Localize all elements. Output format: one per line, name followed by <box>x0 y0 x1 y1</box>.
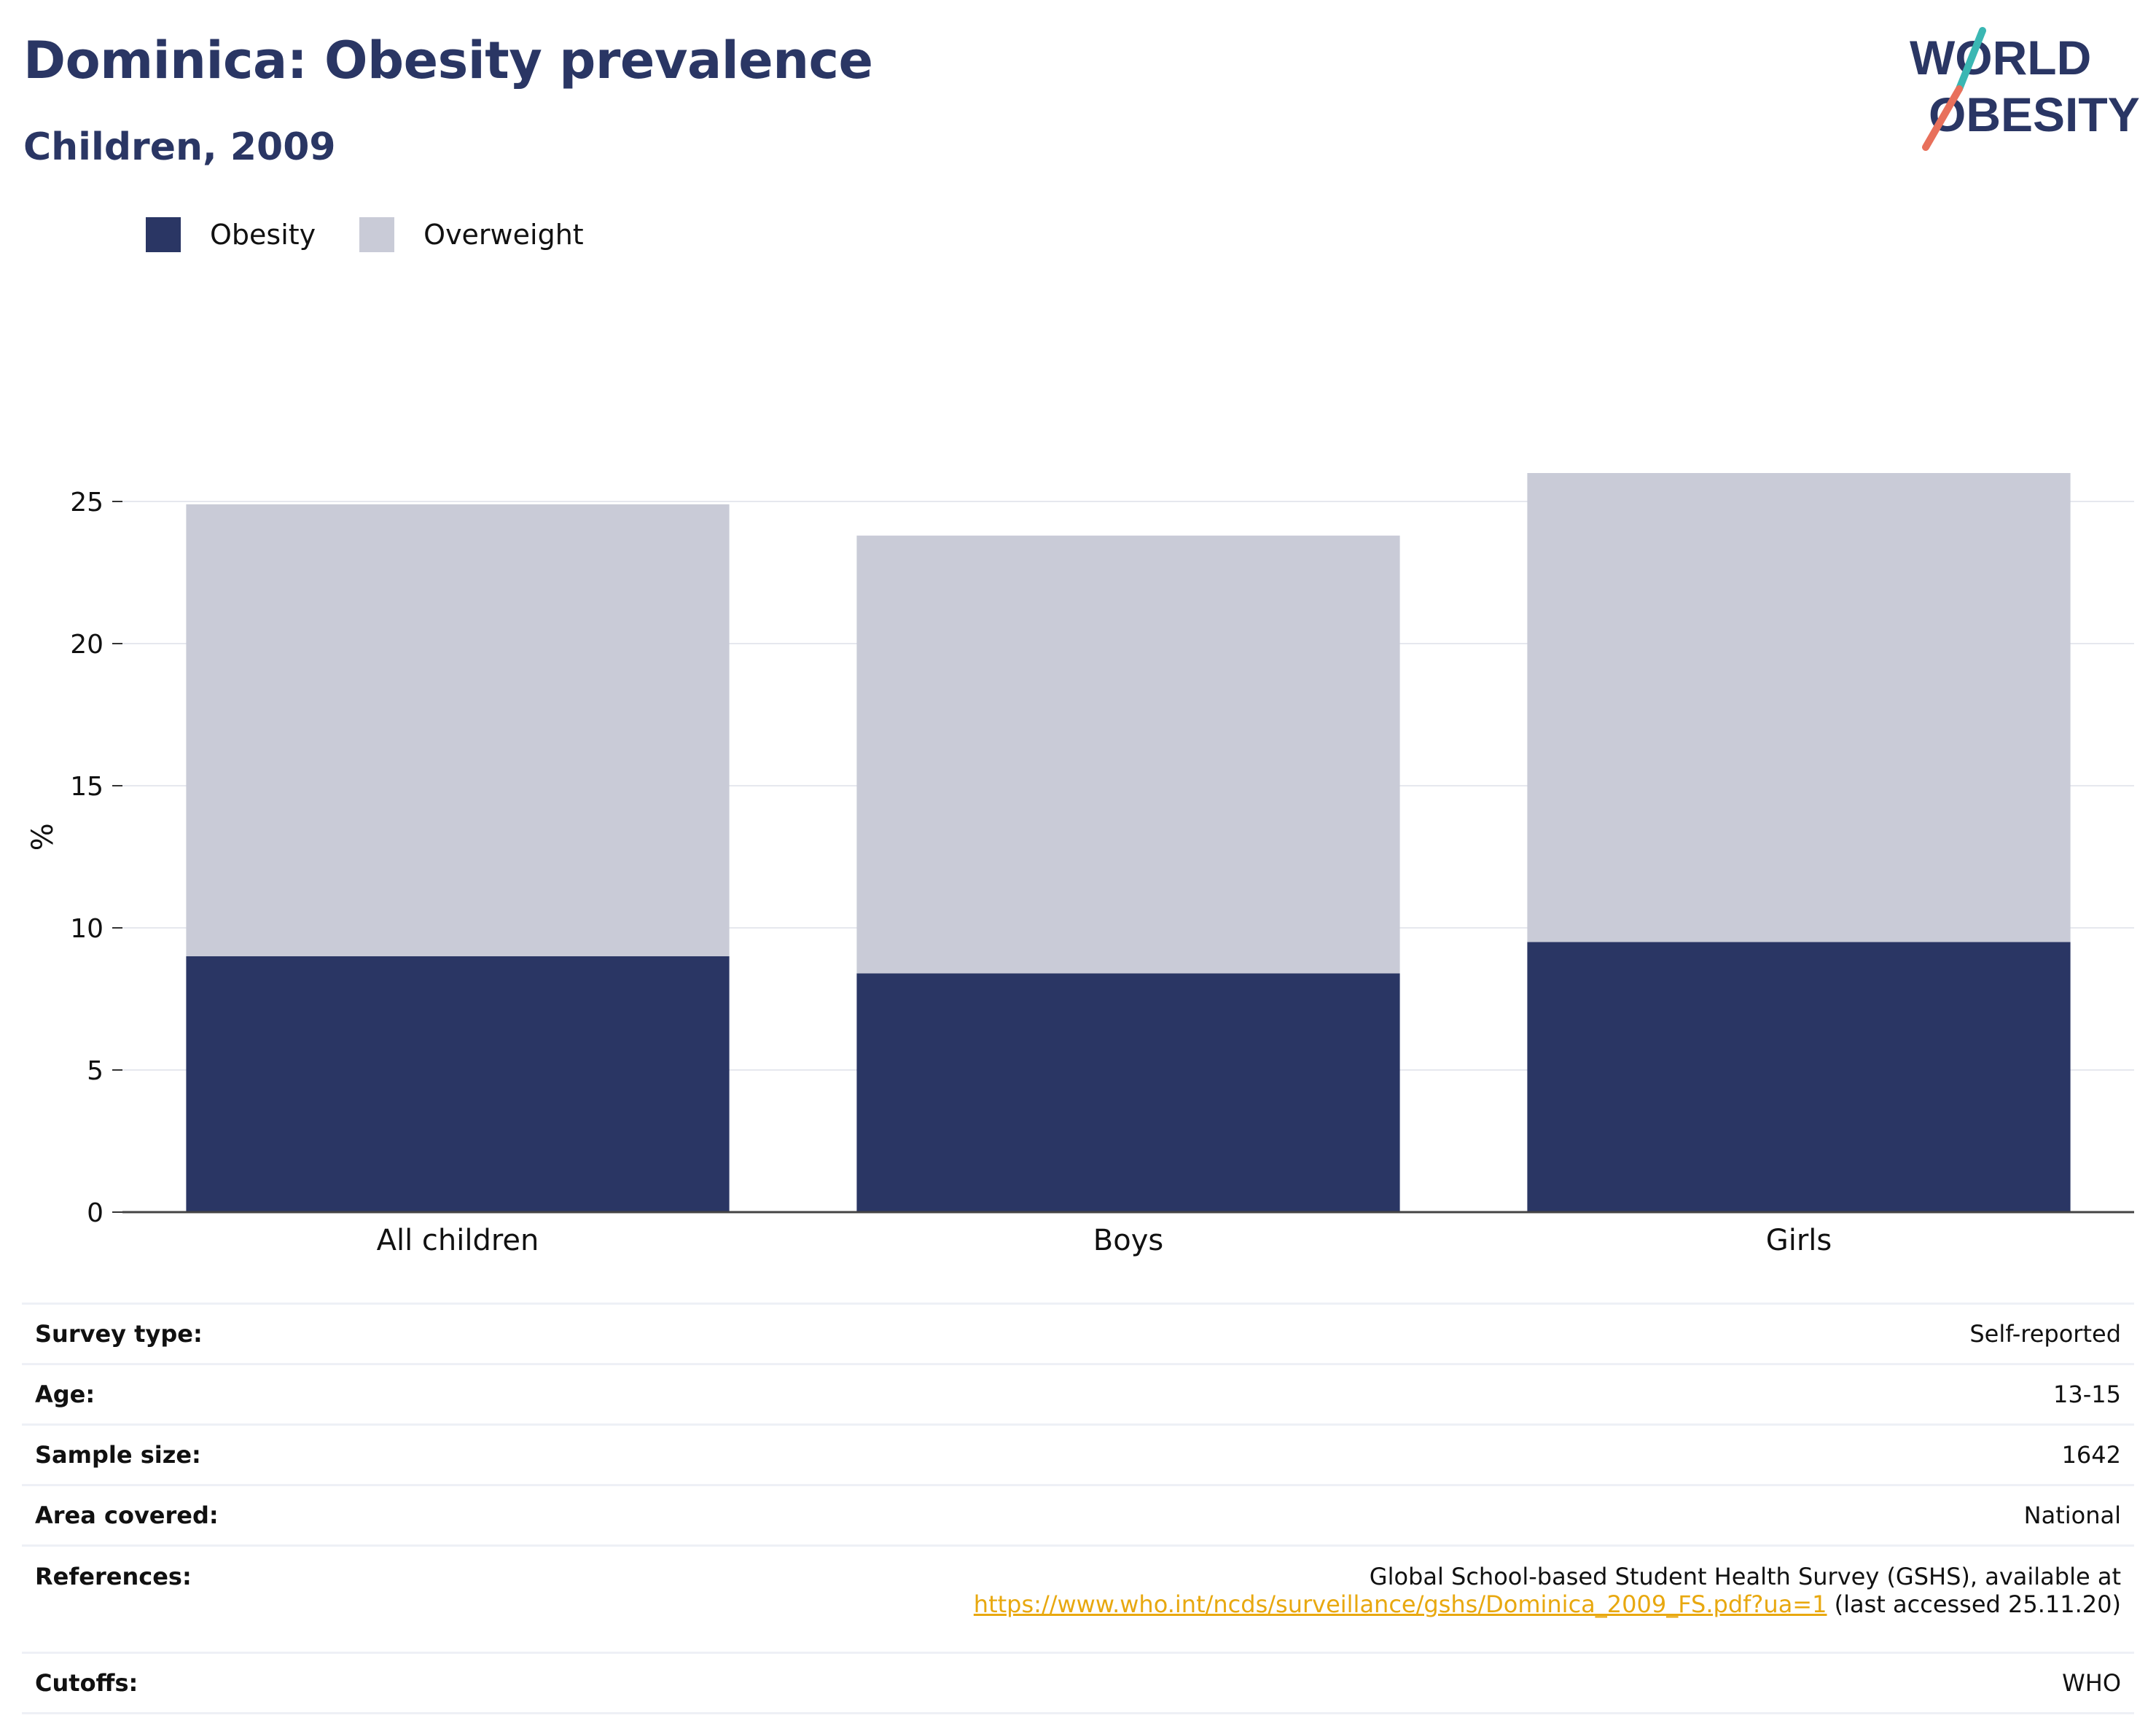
bar-overweight-boys <box>856 535 1400 974</box>
references-link-line: https://www.who.int/ncds/surveillance/gs… <box>426 1590 2121 1618</box>
table-row: Area covered: National <box>22 1484 2134 1546</box>
table-row: Cutoffs: WHO <box>22 1652 2134 1714</box>
area-covered-label: Area covered: <box>22 1484 413 1546</box>
stacked-bar-chart: 0 5 10 15 20 25% All children Boys Girls <box>26 473 2134 1257</box>
bar-obesity-boys <box>856 973 1400 1212</box>
y-tick-label: 0 <box>87 1198 103 1228</box>
world-obesity-logo: WORLD OBESITY <box>1910 27 2140 151</box>
x-tick-label: Girls <box>1766 1224 1832 1257</box>
references-label: References: <box>22 1544 413 1653</box>
bar-overweight-all-children <box>186 504 730 956</box>
y-tick-label: 25 <box>70 488 103 518</box>
reference-accessed-note: (last accessed 25.11.20) <box>1827 1590 2121 1618</box>
table-row: Sample size: 1642 <box>22 1423 2134 1485</box>
references-value: Global School-based Student Health Surve… <box>413 1544 2134 1653</box>
x-tick-label: Boys <box>1093 1224 1163 1257</box>
legend-label-obesity: Obesity <box>210 219 316 251</box>
legend-swatch-overweight <box>359 217 395 252</box>
references-text: Global School-based Student Health Surve… <box>1369 1563 2121 1590</box>
bar-obesity-girls <box>1527 942 2071 1212</box>
chart-legend: Obesity Overweight <box>146 217 628 252</box>
cutoffs-value: WHO <box>413 1652 2134 1714</box>
legend-item-obesity[interactable]: Obesity <box>146 217 316 252</box>
y-tick-label: 10 <box>70 914 103 944</box>
reference-link[interactable]: https://www.who.int/ncds/surveillance/gs… <box>973 1590 1827 1618</box>
chart-title: Dominica: Obesity prevalence <box>23 31 873 90</box>
age-value: 13-15 <box>413 1363 2134 1425</box>
legend-item-overweight[interactable]: Overweight <box>359 217 584 252</box>
y-axis-label: % <box>26 823 60 851</box>
y-tick-label: 20 <box>70 630 103 660</box>
area-covered-value: National <box>413 1484 2134 1546</box>
y-tick-label: 5 <box>87 1056 103 1086</box>
table-row: References: Global School-based Student … <box>22 1544 2134 1653</box>
bar-overweight-girls <box>1527 473 2071 942</box>
chart-subtitle: Children, 2009 <box>23 125 336 169</box>
cutoffs-label: Cutoffs: <box>22 1652 413 1714</box>
table-row: Survey type: Self-reported <box>22 1303 2134 1364</box>
logo-line2: OBESITY <box>1929 87 2140 141</box>
age-label: Age: <box>22 1363 413 1425</box>
survey-type-value: Self-reported <box>413 1303 2134 1364</box>
bar-obesity-all-children <box>186 956 730 1212</box>
legend-label-overweight: Overweight <box>423 219 584 251</box>
legend-swatch-obesity <box>146 217 181 252</box>
sample-size-value: 1642 <box>413 1423 2134 1485</box>
sample-size-label: Sample size: <box>22 1423 413 1485</box>
survey-type-label: Survey type: <box>22 1303 413 1364</box>
logo-line1: WORLD <box>1910 31 2091 85</box>
x-tick-label: All children <box>377 1224 539 1257</box>
y-tick-label: 15 <box>70 772 103 802</box>
survey-info-table: Survey type: Self-reported Age: 13-15 Sa… <box>22 1303 2134 1714</box>
table-row: Age: 13-15 <box>22 1363 2134 1425</box>
